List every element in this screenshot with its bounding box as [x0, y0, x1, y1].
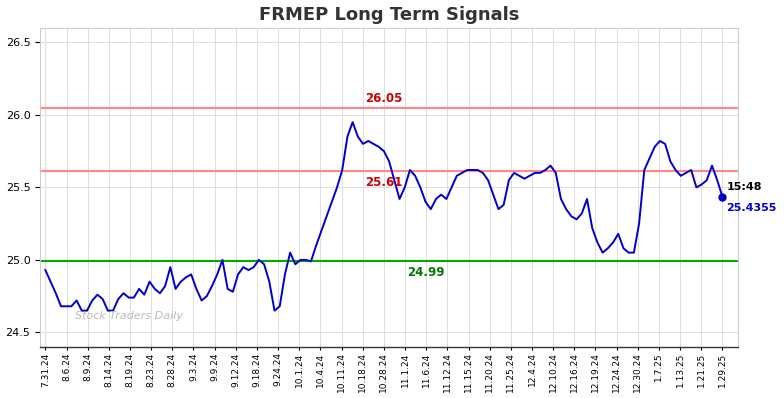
Text: 25.61: 25.61 [365, 176, 402, 189]
Text: 26.05: 26.05 [365, 92, 402, 105]
Text: 25.4355: 25.4355 [727, 203, 777, 213]
Text: Stock Traders Daily: Stock Traders Daily [75, 311, 183, 321]
Text: 24.99: 24.99 [408, 266, 445, 279]
Text: 15:48: 15:48 [727, 181, 762, 191]
Title: FRMEP Long Term Signals: FRMEP Long Term Signals [259, 6, 519, 23]
